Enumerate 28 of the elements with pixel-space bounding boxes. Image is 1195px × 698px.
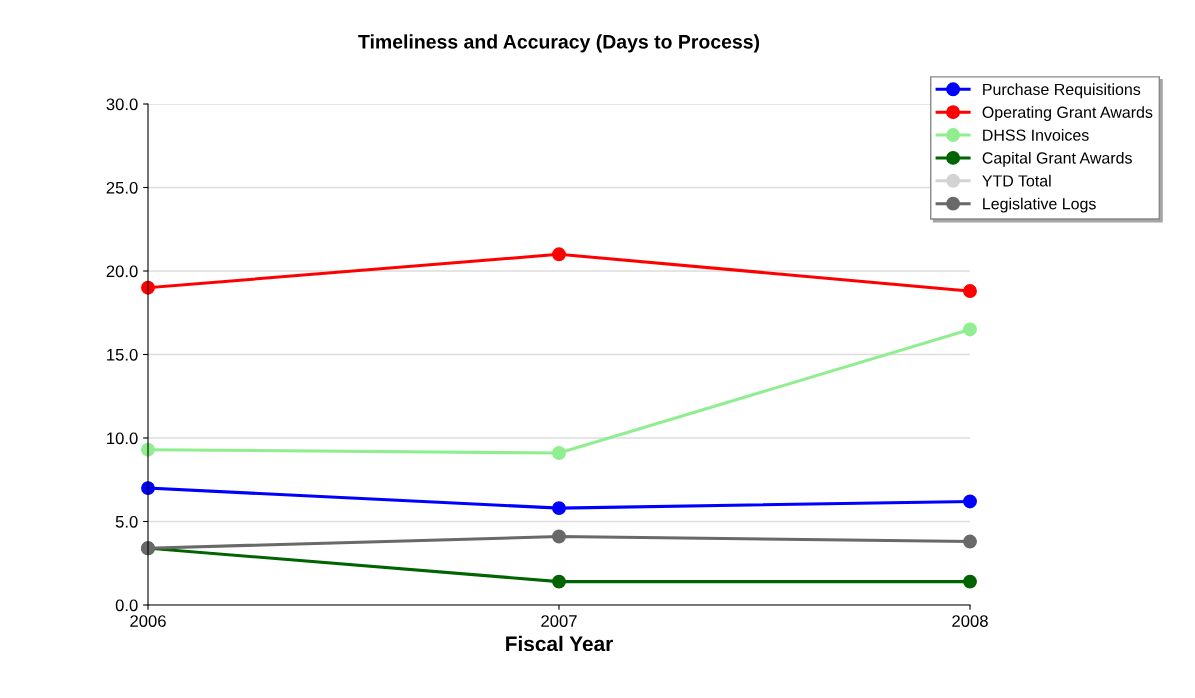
y-tick-label: 0.0 [115,599,138,612]
point [552,247,566,262]
y-tick-label: 30.0 [106,98,138,111]
legend-label: YTD Total [982,174,1051,187]
y-tick-label: 15.0 [107,348,138,361]
legend-label: Purchase Requisitions [983,83,1141,99]
legend-label: Operating Grant Awards [982,106,1153,122]
point [552,446,566,460]
y-tick-label: 5.0 [115,515,138,528]
point [552,529,566,544]
point [963,534,977,549]
y-tick-label: 10.0 [107,432,138,445]
point [963,574,977,589]
point [963,284,977,298]
point [963,494,977,509]
y-tick-label: 20.0 [106,265,138,278]
point [963,322,977,337]
x-axis-title: Fiscal Year [506,635,613,652]
legend-label: Capital Grant Awards [982,151,1132,167]
point [552,574,566,589]
legend-label: DHSS Invoices [983,129,1089,141]
point [552,501,566,516]
legend-label: Legislative Logs [983,197,1096,213]
x-tick-label: 2008 [952,615,988,627]
x-tick-label: 2007 [541,615,577,627]
chart-title: Timeliness and Accuracy (Days to Process) [358,34,760,53]
x-tick-label: 2006 [130,615,166,627]
y-tick-label: 25.0 [106,181,138,194]
